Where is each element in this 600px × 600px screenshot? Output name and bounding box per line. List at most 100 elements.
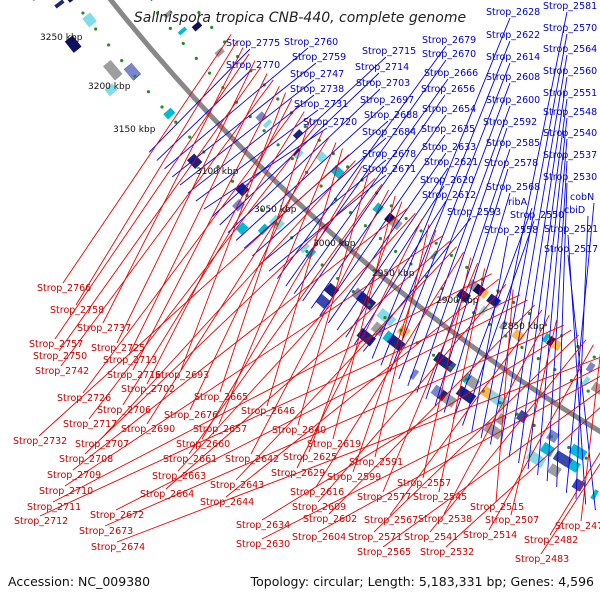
forward-gene-label: Strop_2666 xyxy=(424,68,478,79)
reverse-leader-line xyxy=(84,178,376,455)
reverse-gene-label: Strop_2567 xyxy=(364,515,418,526)
tick-dot xyxy=(230,179,235,183)
reverse-gene-label: Strop_2707 xyxy=(75,439,129,450)
forward-gene-label: Strop_2530 xyxy=(543,172,597,183)
forward-leader-line xyxy=(310,114,447,309)
tick-dot xyxy=(197,11,201,15)
reverse-gene-label: Strop_2545 xyxy=(413,492,467,503)
feature-block xyxy=(382,330,394,343)
tick-dot xyxy=(527,312,532,316)
reverse-gene-label: Strop_2750 xyxy=(33,351,87,362)
reverse-leader-line xyxy=(261,329,572,521)
forward-gene-label: Strop_2537 xyxy=(543,150,597,161)
feature-block xyxy=(103,59,123,81)
forward-gene-label: Strop_2551 xyxy=(543,88,597,99)
forward-leader-line xyxy=(285,59,447,287)
reverse-gene-label: Strop_2674 xyxy=(91,542,145,553)
reverse-leader-line xyxy=(116,356,600,543)
forward-gene-label: Strop_2593 xyxy=(447,207,501,218)
forward-gene-label: Strop_2684 xyxy=(362,127,416,138)
reverse-gene-label: Strop_2640 xyxy=(272,425,326,436)
forward-leader-line xyxy=(398,82,511,380)
feature-block xyxy=(257,223,270,236)
reverse-gene-label: Strop_2473 xyxy=(555,521,600,532)
feature-block xyxy=(351,287,365,301)
feature-block xyxy=(315,293,331,309)
feature-block xyxy=(163,107,176,120)
forward-gene-label: Strop_2760 xyxy=(284,37,338,48)
forward-gene-label: Strop_2564 xyxy=(543,44,597,55)
feature-block xyxy=(384,212,396,225)
tick-dot xyxy=(449,253,454,258)
tick-dot xyxy=(194,56,198,60)
tick-dot xyxy=(319,184,323,188)
forward-gene-label: Strop_2679 xyxy=(422,35,476,46)
reverse-gene-label: Strop_2757 xyxy=(29,339,83,350)
tick-dot xyxy=(394,249,398,254)
forward-gene-label: Strop_2521 xyxy=(544,224,598,235)
forward-leader-line xyxy=(276,45,447,279)
reverse-leader-line xyxy=(219,117,311,393)
forward-leader-line xyxy=(354,200,447,345)
forward-leader-line xyxy=(499,54,568,451)
forward-gene-label: Strop_2612 xyxy=(422,190,476,201)
reverse-gene-label: Strop_2514 xyxy=(463,530,517,541)
tick-dot xyxy=(120,59,124,63)
feature-block xyxy=(590,381,600,396)
feature-block xyxy=(82,12,97,28)
forward-leader-line xyxy=(452,207,533,420)
reverse-leader-line xyxy=(317,284,507,503)
forward-leader-line xyxy=(565,202,595,493)
feature-block xyxy=(232,198,245,212)
reverse-gene-label: Strop_2706 xyxy=(97,405,151,416)
reverse-leader-line xyxy=(308,201,403,453)
forward-leader-line xyxy=(252,137,387,257)
scale-label: 3150 kbp xyxy=(113,125,156,135)
tick-dot xyxy=(188,135,192,139)
tick-dot xyxy=(155,11,160,15)
tick-dot xyxy=(536,356,540,361)
feature-block xyxy=(186,153,203,169)
reverse-leader-line xyxy=(115,299,528,511)
reverse-leader-line xyxy=(62,34,232,284)
forward-leader-line xyxy=(425,148,511,400)
forward-gene-label: ribA xyxy=(508,197,528,208)
scale-label: 3050 kbp xyxy=(254,205,297,215)
gene-labels: Strop_2775 Strop_2770 Strop_2760 Strop_2759… xyxy=(13,1,600,565)
feature-block xyxy=(299,243,310,254)
reverse-leader-line xyxy=(225,278,500,498)
reverse-gene-label: Strop_2646 xyxy=(241,406,295,417)
feature-block xyxy=(292,129,303,140)
forward-leader-line xyxy=(518,98,568,464)
feature-block xyxy=(409,369,420,380)
forward-gene-label: Strop_2656 xyxy=(421,84,475,95)
tick-dot xyxy=(378,237,383,241)
reverse-gene-label: Strop_2673 xyxy=(79,526,133,537)
reverse-gene-label: Strop_2676 xyxy=(164,410,218,421)
reverse-gene-label: Strop_2644 xyxy=(200,497,254,508)
forward-gene-label: Strop_2670 xyxy=(422,49,476,60)
reverse-gene-label: Strop_2710 xyxy=(39,486,93,497)
forward-gene-label: Strop_2628 xyxy=(486,7,540,18)
feature-block xyxy=(163,9,173,19)
reverse-gene-label: Strop_2657 xyxy=(193,424,247,435)
reverse-leader-line xyxy=(64,235,444,487)
tick-dot xyxy=(160,105,164,109)
reverse-leader-line xyxy=(495,289,514,503)
forward-gene-label: Strop_2714 xyxy=(355,62,409,73)
reverse-leader-line xyxy=(429,339,587,533)
reverse-gene-label: Strop_2742 xyxy=(35,366,89,377)
tick-dot xyxy=(181,41,185,46)
feature-block xyxy=(235,221,249,235)
tick-dot xyxy=(81,11,85,15)
reverse-leader-line xyxy=(235,246,457,481)
forward-gene-label: Strop_2600 xyxy=(486,95,540,106)
reverse-gene-label: Strop_2629 xyxy=(271,468,325,479)
reverse-gene-label: Strop_2726 xyxy=(57,393,111,404)
reverse-leader-line xyxy=(266,148,343,407)
feature-block xyxy=(177,26,188,36)
tick-dot xyxy=(586,389,590,393)
tick-dot xyxy=(448,365,452,369)
reverse-leader-line xyxy=(374,224,430,458)
